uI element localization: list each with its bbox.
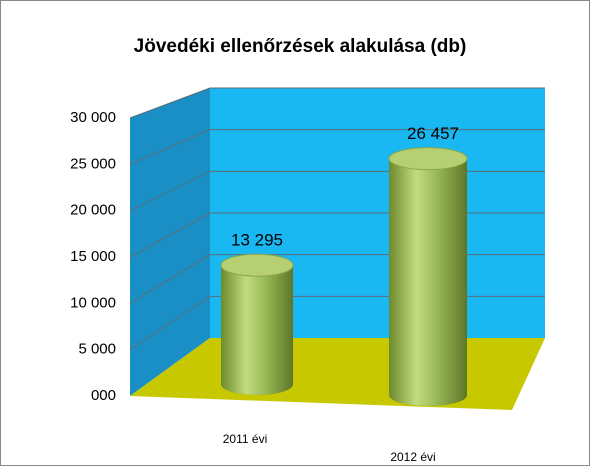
y-tick-label: 25 000 <box>70 155 116 172</box>
data-label: 26 457 <box>407 124 459 143</box>
grid-line <box>129 87 545 119</box>
bar-top <box>220 253 294 277</box>
y-tick-label: 000 <box>91 387 116 404</box>
y-tick-label: 10 000 <box>70 294 116 311</box>
y-tick-label: 5 000 <box>78 341 116 358</box>
y-tick-label: 30 000 <box>70 109 116 126</box>
chart-title: Jövedéki ellenőrzések alakulása (db) <box>134 36 467 57</box>
bar-top <box>388 147 468 171</box>
x-tick-label: 2011 évi <box>223 432 267 446</box>
grid-line <box>129 129 545 165</box>
data-label: 13 295 <box>231 231 283 250</box>
y-tick-label: 15 000 <box>70 248 116 265</box>
bar-body-fill <box>389 158 467 395</box>
bar-body-fill <box>221 265 293 384</box>
y-tick-label: 20 000 <box>70 202 116 219</box>
x-tick-label: 2012 évi <box>390 450 435 464</box>
side-wall <box>130 88 210 396</box>
